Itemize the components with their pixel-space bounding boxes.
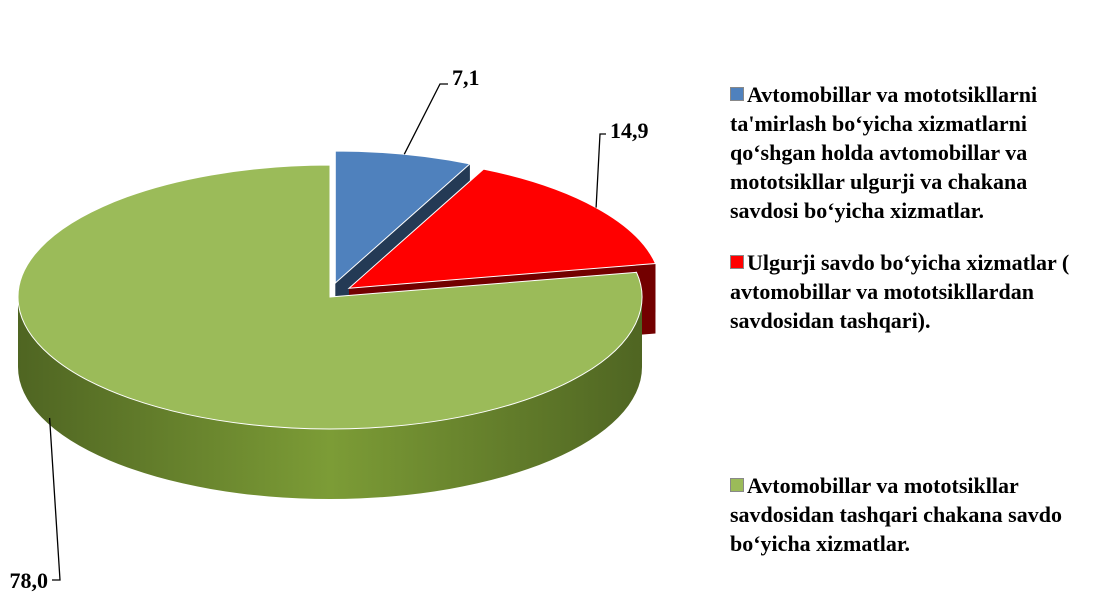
slice-side xyxy=(18,297,642,499)
legend-label: Avtomobillar va mototsikllarni ta'mirlas… xyxy=(730,82,1038,223)
legend-label: Avtomobillar va mototsikllar savdosidan … xyxy=(730,473,1062,556)
legend-entry: Ulgurji savdo bo‘yicha xizmatlar ( avtom… xyxy=(730,248,1092,335)
leader-line xyxy=(595,133,606,208)
data-label: 7,1 xyxy=(452,65,480,90)
legend-swatch xyxy=(730,87,744,101)
slice xyxy=(347,168,657,289)
leader-line xyxy=(48,417,61,581)
legend-swatch xyxy=(730,478,744,492)
data-label: 78,0 xyxy=(10,568,49,593)
slice xyxy=(17,164,643,430)
legend-swatch xyxy=(730,255,744,269)
legend-label: Ulgurji savdo bo‘yicha xizmatlar ( avtom… xyxy=(730,250,1070,333)
leader-line xyxy=(403,83,448,155)
legend-entry: Avtomobillar va mototsikllarni ta'mirlas… xyxy=(730,80,1092,225)
slice xyxy=(334,150,471,285)
data-label: 14,9 xyxy=(610,118,649,143)
legend-entry: Avtomobillar va mototsikllar savdosidan … xyxy=(730,471,1092,558)
